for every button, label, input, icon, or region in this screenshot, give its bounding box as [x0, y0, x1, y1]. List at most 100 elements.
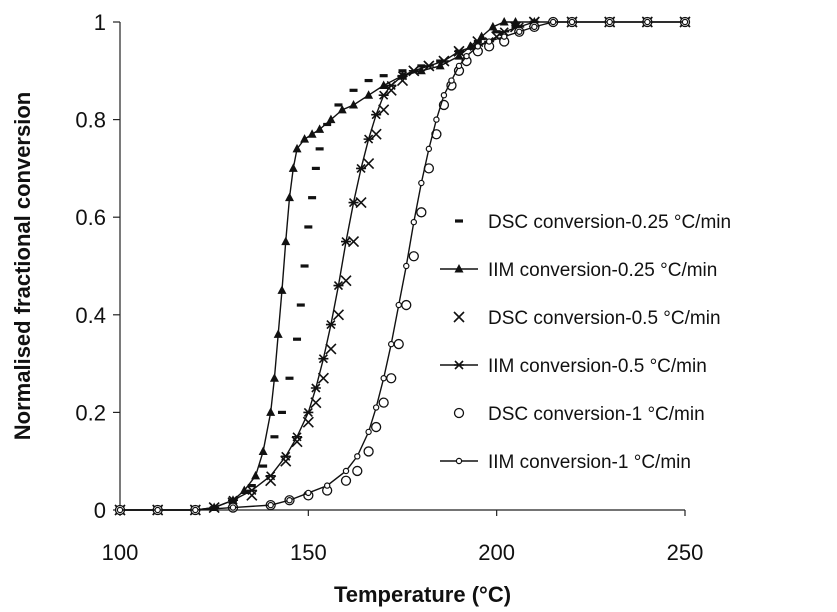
legend-label: IIM conversion-0.25 °C/min: [488, 260, 717, 281]
marker-small-circle: [403, 262, 410, 270]
x-tick-label: 250: [667, 540, 704, 565]
marker-star: [209, 502, 220, 513]
marker-small-circle: [549, 18, 557, 26]
marker-small-circle: [410, 218, 417, 226]
marker-small-circle: [448, 77, 455, 84]
y-axis-title: Normalised fractional conversion: [10, 92, 35, 440]
marker-star: [348, 197, 359, 208]
legend-label: DSC conversion-0.5 °C/min: [488, 308, 721, 329]
legend-label: IIM conversion-1 °C/min: [488, 452, 691, 473]
marker-small-circle: [485, 38, 493, 45]
marker-triangle: [499, 17, 509, 26]
marker-small-circle: [380, 375, 387, 382]
series-line: [120, 21, 685, 511]
marker-star: [423, 61, 434, 71]
marker-small-circle: [154, 506, 161, 514]
legend-label: IIM conversion-0.5 °C/min: [488, 356, 707, 377]
x-tick-label: 150: [290, 540, 327, 565]
marker-star: [325, 319, 336, 330]
marker-x: [280, 455, 292, 467]
legend-item: IIM conversion-1 °C/min: [440, 452, 691, 473]
marker-small-circle: [474, 43, 482, 50]
marker-small-circle: [455, 457, 463, 465]
marker-small-circle: [681, 18, 689, 26]
marker-star: [246, 485, 257, 496]
marker-circle: [363, 446, 374, 457]
marker-star: [292, 432, 303, 442]
marker-star: [371, 110, 382, 120]
marker-triangle: [307, 129, 317, 138]
y-tick-label: 0.6: [75, 205, 106, 230]
marker-small-circle: [463, 52, 470, 60]
marker-small-circle: [606, 18, 613, 26]
legend-item: DSC conversion-1 °C/min: [453, 404, 705, 425]
marker-triangle: [488, 21, 498, 31]
marker-triangle: [281, 236, 291, 246]
marker-triangle: [266, 407, 276, 416]
marker-x: [363, 157, 375, 170]
marker-circle: [386, 373, 397, 384]
marker-small-circle: [286, 497, 293, 504]
marker-star: [438, 56, 449, 66]
legend-label: DSC conversion-0.25 °C/min: [488, 212, 731, 233]
marker-small-circle: [568, 18, 576, 26]
marker-triangle: [454, 51, 464, 60]
marker-small-circle: [354, 453, 361, 460]
marker-x: [317, 372, 329, 384]
marker-triangle: [258, 446, 268, 455]
marker-small-circle: [455, 62, 463, 70]
y-tick-label: 1: [94, 10, 106, 35]
marker-star: [303, 407, 314, 417]
marker-circle: [453, 407, 465, 419]
marker-triangle: [364, 90, 374, 99]
marker-x: [265, 475, 277, 487]
x-tick-label: 100: [102, 540, 139, 565]
series-layer: [114, 16, 691, 516]
axes: 0 0.2 0.4 0.6 0.8 1 100 150 200 250: [75, 10, 703, 565]
marker-triangle: [273, 329, 283, 338]
y-tick-label: 0: [94, 498, 106, 523]
marker-star: [499, 27, 510, 37]
marker-small-circle: [365, 428, 372, 436]
marker-triangle: [349, 99, 359, 109]
marker-small-circle: [440, 91, 448, 99]
marker-star: [280, 451, 291, 461]
marker-circle: [340, 475, 352, 486]
legend-item: DSC conversion-0.25 °C/min: [455, 212, 731, 233]
marker-x: [453, 311, 465, 323]
marker-triangle: [326, 114, 336, 124]
x-axis-title: Temperature (°C): [334, 582, 511, 607]
marker-star: [363, 134, 374, 144]
marker-triangle: [300, 134, 310, 143]
legend: DSC conversion-0.25 °C/min IIM conversion…: [440, 212, 731, 473]
marker-triangle: [337, 104, 347, 114]
marker-star: [310, 383, 321, 393]
marker-small-circle: [425, 145, 433, 153]
marker-triangle: [379, 80, 389, 89]
legend-item: IIM conversion-0.5 °C/min: [440, 356, 707, 377]
marker-small-circle: [372, 404, 380, 411]
marker-star: [333, 280, 344, 291]
series-line: [120, 21, 535, 511]
marker-x: [370, 128, 382, 140]
series-6: [116, 18, 689, 514]
x-tick-label: 200: [478, 540, 515, 565]
marker-triangle: [292, 143, 302, 153]
marker-small-circle: [192, 506, 199, 514]
legend-label: DSC conversion-1 °C/min: [488, 404, 705, 425]
marker-small-circle: [531, 23, 538, 31]
marker-triangle: [511, 17, 520, 26]
marker-circle: [431, 129, 442, 140]
marker-x: [340, 275, 352, 287]
marker-small-circle: [433, 116, 440, 123]
marker-star: [454, 360, 464, 370]
marker-circle: [378, 397, 389, 408]
marker-triangle: [454, 264, 464, 273]
marker-small-circle: [644, 18, 651, 26]
marker-triangle: [477, 31, 487, 41]
marker-small-circle: [116, 506, 124, 514]
marker-x: [325, 343, 337, 355]
marker-small-circle: [395, 301, 402, 309]
marker-triangle: [277, 285, 287, 294]
